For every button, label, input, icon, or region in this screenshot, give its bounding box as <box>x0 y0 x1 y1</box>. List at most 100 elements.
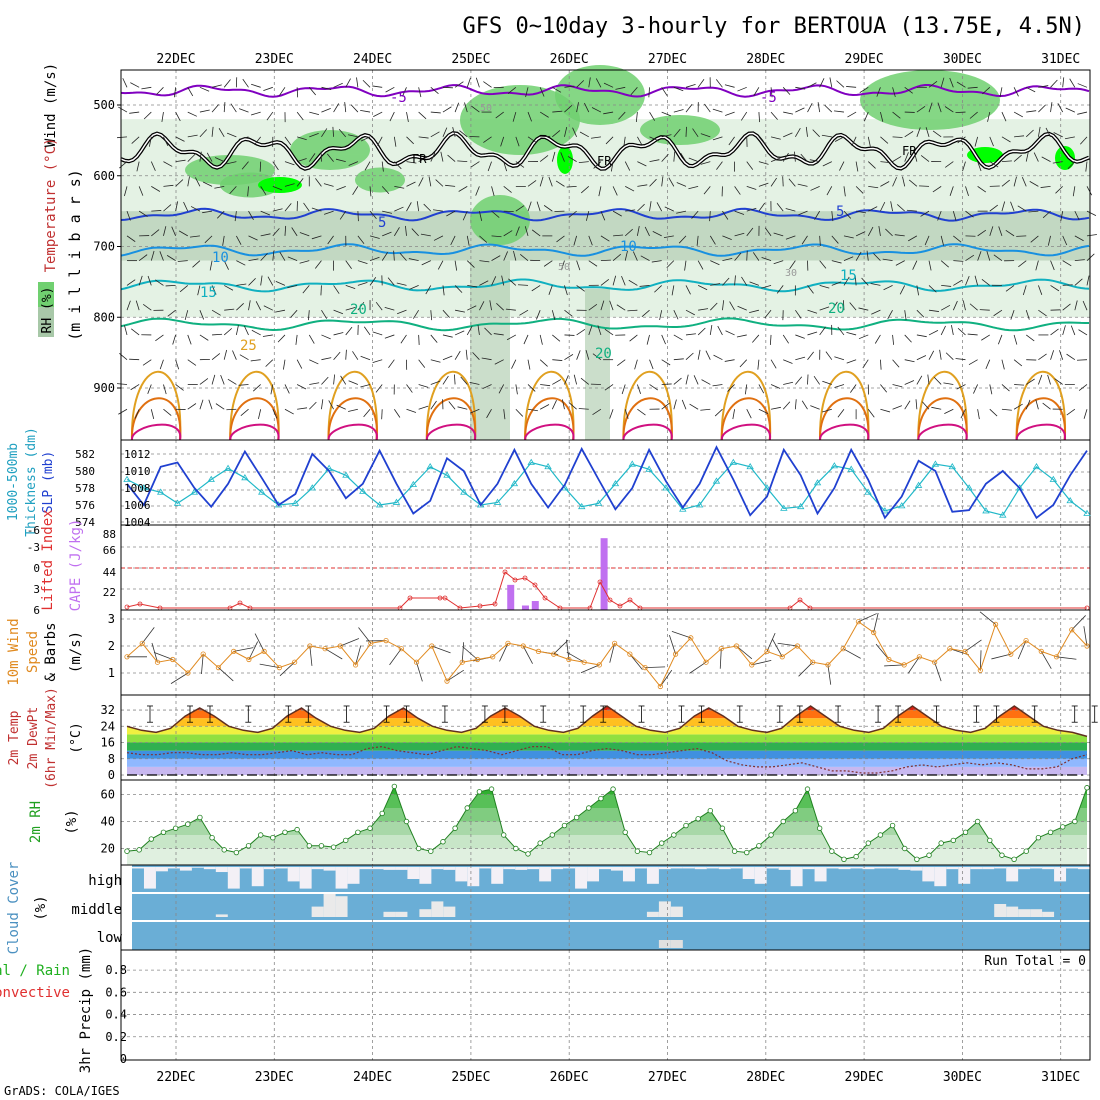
wind-barb <box>138 275 143 286</box>
cape-bar <box>521 605 529 610</box>
rh-contour-label: 30 <box>785 268 797 279</box>
rh-point <box>962 829 969 835</box>
wind-barb <box>600 210 606 221</box>
cloud-middle-gap <box>395 911 408 917</box>
wind-barb <box>734 186 741 195</box>
wind-barb <box>1040 651 1052 669</box>
wind-barb <box>243 325 249 336</box>
wind-barb <box>941 285 952 287</box>
thickness-point <box>375 501 384 508</box>
wind-barb <box>333 332 344 336</box>
wind-barb <box>214 157 225 162</box>
wind-barb <box>202 210 213 214</box>
wind-barb <box>394 161 402 170</box>
wind-barb <box>486 409 492 419</box>
wind-barb <box>590 136 601 139</box>
wind-speed-point <box>794 643 801 649</box>
wind-barb <box>969 303 978 311</box>
wind-barb <box>323 210 334 215</box>
wind-barb <box>651 260 662 263</box>
wind-barb <box>561 399 565 410</box>
wind-barb <box>308 153 316 162</box>
wind-barb <box>548 176 553 187</box>
wind-barb <box>795 107 805 113</box>
wind-barb <box>320 285 322 296</box>
wind-barb <box>916 309 925 318</box>
wind-barb <box>163 161 173 167</box>
temperature-contour <box>120 207 1090 222</box>
wind-barb <box>660 669 673 687</box>
wind-barb <box>479 235 488 243</box>
wind-barb <box>465 349 468 360</box>
rh-point <box>707 808 713 814</box>
wind-barb <box>265 359 274 367</box>
wind-barb <box>199 310 205 320</box>
wind-barb <box>518 284 529 286</box>
wind-barb <box>831 260 842 264</box>
wind-barb <box>710 302 718 311</box>
wind-barb <box>1038 309 1047 317</box>
rh-point <box>197 814 203 821</box>
wind-barb <box>867 136 871 147</box>
wind-barb <box>1041 156 1051 162</box>
cape-tick-label: 66 <box>103 544 116 557</box>
wind-barb <box>833 110 845 113</box>
wind-barb <box>515 408 524 417</box>
wind-barb <box>1056 656 1077 660</box>
wind-barb <box>705 350 711 360</box>
wind-barb <box>628 279 638 286</box>
rh-point <box>610 786 616 792</box>
wind-barb <box>1022 285 1027 296</box>
rh-point <box>853 853 859 860</box>
wind-barb <box>266 111 274 121</box>
wind-barb <box>321 376 329 385</box>
wind-barb <box>819 285 830 289</box>
thickness-point <box>1032 462 1041 470</box>
wind-barb <box>1076 359 1088 361</box>
wind-barb <box>576 260 581 271</box>
wind-speed-point <box>749 662 755 668</box>
temperature-contour-35 <box>1015 423 1066 441</box>
wind-speed-point <box>337 643 343 649</box>
wind-barb <box>393 227 400 237</box>
wind-barb <box>697 260 704 270</box>
wind-barb <box>692 128 699 138</box>
wind-barb <box>993 254 1003 261</box>
wind-barb <box>513 250 517 261</box>
legend-wind: Wind (m/s) <box>43 63 59 147</box>
wind-barb <box>1038 85 1049 88</box>
wind-barb <box>962 161 966 172</box>
wind-barb <box>469 381 480 385</box>
wind-barb <box>284 203 292 212</box>
wind-barb <box>795 334 805 339</box>
wind-barb <box>175 179 184 187</box>
thickness-point <box>796 502 805 510</box>
wind-barb <box>442 334 453 338</box>
wind-barb <box>418 359 426 368</box>
wind-barb <box>782 401 791 410</box>
wind-barb <box>925 127 930 137</box>
wind-barb <box>482 384 492 390</box>
wind-barb <box>387 277 395 286</box>
lifted-index-line <box>126 571 1087 609</box>
wind-barb <box>539 111 549 118</box>
wind-barb <box>192 260 201 268</box>
rh-point <box>282 829 288 835</box>
wind-barb <box>688 157 699 162</box>
wind-barb <box>1025 129 1034 138</box>
rh-bands <box>127 786 1087 865</box>
wind-speed-point <box>932 659 938 665</box>
legend-10m-wind: 10m Wind <box>6 618 22 685</box>
rh-tick-label: 20 <box>101 842 115 856</box>
wind-barb <box>491 255 501 261</box>
wind-barb <box>904 359 915 363</box>
wind-barb <box>867 226 874 237</box>
wind-barb <box>1010 310 1015 320</box>
thickness-tick-label: 578 <box>75 482 95 495</box>
rh-point <box>987 837 993 844</box>
wind-barb <box>454 260 458 271</box>
wind-barb <box>178 230 188 237</box>
wind-barb <box>445 184 456 187</box>
wind-barb <box>843 276 850 286</box>
wind-barb <box>573 374 578 385</box>
